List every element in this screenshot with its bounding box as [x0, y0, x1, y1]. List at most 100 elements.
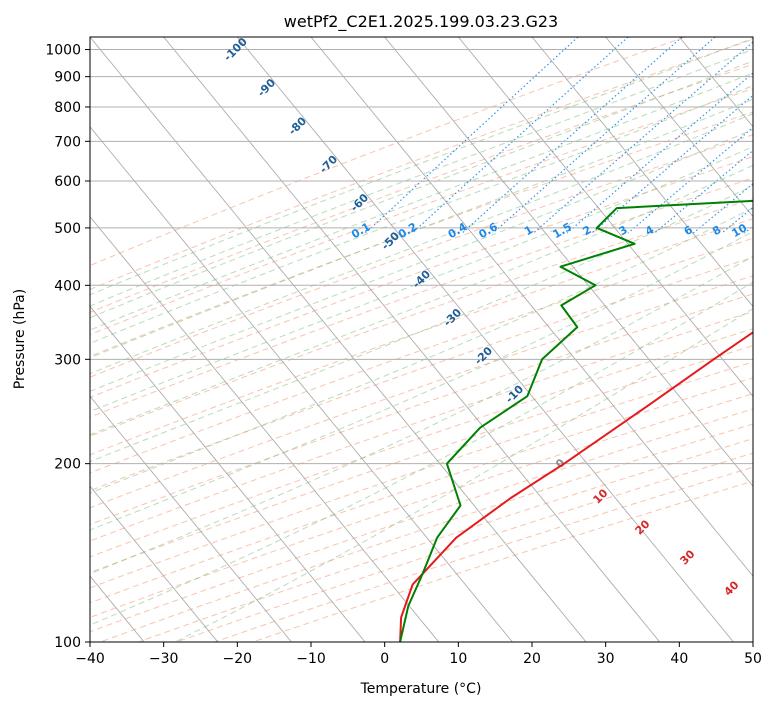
- dry-adiabat: [90, 198, 753, 437]
- moist-adiabat: [90, 60, 753, 319]
- y-tick-label: 500: [54, 221, 81, 237]
- mixing-ratio-label: 6: [682, 223, 695, 238]
- y-tick-label: 1000: [45, 43, 81, 59]
- y-tick-label: 100: [54, 635, 81, 651]
- x-tick-label: 0: [380, 651, 389, 667]
- dry-adiabat: [90, 275, 753, 509]
- x-tick-label: −20: [223, 651, 253, 667]
- moist-adiabat: [90, 207, 753, 494]
- isotherm: [90, 395, 292, 642]
- y-tick-label: 200: [54, 457, 81, 473]
- isotherm: [90, 485, 219, 642]
- isotherm: [236, 37, 734, 642]
- isotherm: [384, 37, 753, 487]
- mixing-ratio-label: 1: [522, 223, 535, 238]
- moist-adiabat: [174, 307, 753, 642]
- isotherm: [678, 37, 753, 128]
- dry-adiabat: [251, 480, 753, 642]
- x-tick-label: 10: [449, 651, 467, 667]
- y-tick-label: 800: [54, 100, 81, 116]
- mixing-ratio-label: 3: [617, 223, 630, 238]
- x-tick-label: 30: [597, 651, 615, 667]
- x-axis-label: Temperature (°C): [360, 681, 482, 697]
- moist-adiabat: [90, 145, 753, 413]
- mixing-ratio-label: 0.1: [349, 220, 372, 241]
- dry-adiabat-label: -70: [317, 153, 340, 176]
- moist-adiabat: [90, 85, 753, 344]
- isotherm: [0, 37, 70, 642]
- x-tick-label: −10: [296, 651, 326, 667]
- chart-title: wetPf2_C2E1.2025.199.03.23.G23: [284, 12, 558, 32]
- dry-adiabat: [90, 237, 753, 474]
- dry-adiabat: [90, 156, 753, 398]
- moist-adiabat-label: 40: [722, 578, 742, 598]
- background-lines: -100-90-80-70-60-50-40-30-20-100.1 0.2 0.4…: [0, 37, 775, 642]
- moist-adiabat: [90, 98, 753, 359]
- y-axis-label: Pressure (hPa): [12, 289, 28, 389]
- dry-adiabat: [90, 218, 753, 456]
- x-tick-label: 50: [744, 651, 762, 667]
- y-tick-label: 700: [54, 134, 81, 150]
- mixing-ratio-label: 8: [710, 223, 723, 238]
- moist-adiabat: [90, 113, 753, 375]
- isotherm: [90, 305, 366, 642]
- mixing-ratio-line: [492, 37, 716, 234]
- isotherm: [752, 37, 753, 38]
- dry-adiabat: [90, 38, 753, 291]
- data-series: [399, 199, 753, 642]
- dry-adiabat: [90, 134, 753, 378]
- dry-adiabat: [90, 361, 753, 589]
- dry-adiabat-label: -80: [286, 114, 309, 137]
- mixing-ratio-line: [566, 72, 753, 234]
- mixing-ratio-line: [365, 37, 579, 234]
- dry-adiabat: [90, 377, 753, 604]
- y-tick-label: 600: [54, 174, 81, 190]
- plot-frame: [89, 36, 754, 643]
- dry-adiabat: [90, 344, 753, 574]
- x-tick-label: 40: [670, 651, 688, 667]
- mixing-ratio-label: 0.4: [446, 220, 470, 241]
- isotherm: [90, 215, 440, 642]
- dry-adiabat: [90, 256, 753, 492]
- dry-adiabat: [90, 63, 753, 313]
- dry-adiabat-label: -40: [410, 267, 433, 290]
- moist-adiabat: [90, 37, 753, 296]
- dry-adiabat: [90, 37, 686, 267]
- mixing-ratio-line: [744, 225, 753, 234]
- y-tick-label: 300: [54, 352, 81, 368]
- y-axis: 100 200 300 400 500 600 700 800 900 1000: [45, 43, 90, 651]
- x-axis: −40 −30 −20 −10 0 10 20 30 40 50: [75, 642, 762, 667]
- x-tick-label: 20: [523, 651, 541, 667]
- isotherm: [457, 37, 753, 398]
- moist-adiabat: [90, 48, 753, 307]
- moist-adiabat: [90, 230, 753, 531]
- isotherm: [90, 37, 587, 642]
- dry-adiabat: [90, 177, 753, 418]
- isotherm: [531, 37, 753, 308]
- moist-adiabat-label: 20: [633, 517, 653, 537]
- isotherm: [605, 37, 753, 218]
- mixing-ratio-line: [533, 41, 753, 234]
- mixing-ratio-line: [411, 37, 629, 234]
- dry-adiabat: [90, 328, 753, 558]
- dry-adiabat: [213, 466, 753, 642]
- x-tick-label: −40: [75, 651, 105, 667]
- moist-adiabat: [90, 164, 753, 436]
- mixing-ratio-line: [461, 37, 683, 234]
- dry-adiabat-label: -90: [255, 76, 278, 99]
- moist-adiabat-label: 30: [678, 547, 698, 567]
- moist-adiabat: [90, 72, 753, 331]
- dry-adiabat-label: -60: [348, 191, 371, 214]
- dry-adiabat: [90, 293, 753, 526]
- isotherm: [163, 37, 661, 642]
- isotherm: [310, 37, 753, 577]
- series-line-1: [399, 331, 753, 642]
- mixing-ratio-label: 13: [757, 221, 775, 240]
- isotherm: [90, 126, 513, 642]
- y-tick-label: 400: [54, 278, 81, 294]
- x-tick-label: −30: [149, 651, 179, 667]
- y-tick-label: 900: [54, 70, 81, 86]
- dry-adiabat: [175, 452, 753, 642]
- mixing-ratio-line: [654, 149, 753, 234]
